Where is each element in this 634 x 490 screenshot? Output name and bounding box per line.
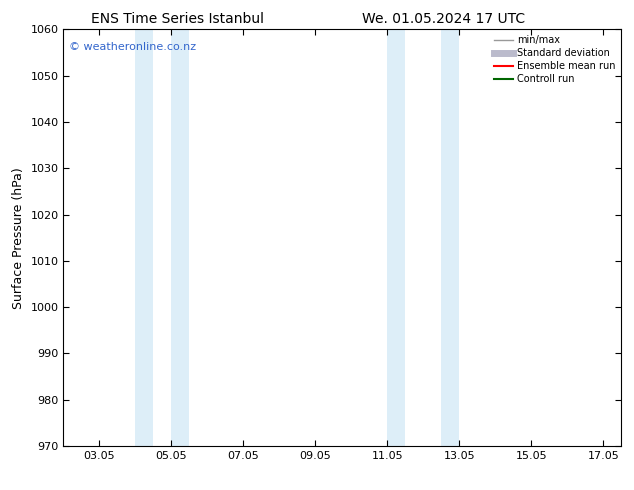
Bar	[441, 29, 460, 446]
Legend: min/max, Standard deviation, Ensemble mean run, Controll run: min/max, Standard deviation, Ensemble me…	[491, 32, 618, 87]
Text: We. 01.05.2024 17 UTC: We. 01.05.2024 17 UTC	[362, 12, 526, 26]
Bar	[387, 29, 405, 446]
Text: ENS Time Series Istanbul: ENS Time Series Istanbul	[91, 12, 264, 26]
Bar	[171, 29, 190, 446]
Y-axis label: Surface Pressure (hPa): Surface Pressure (hPa)	[12, 167, 25, 309]
Text: © weatheronline.co.nz: © weatheronline.co.nz	[69, 42, 196, 52]
Bar	[136, 29, 153, 446]
